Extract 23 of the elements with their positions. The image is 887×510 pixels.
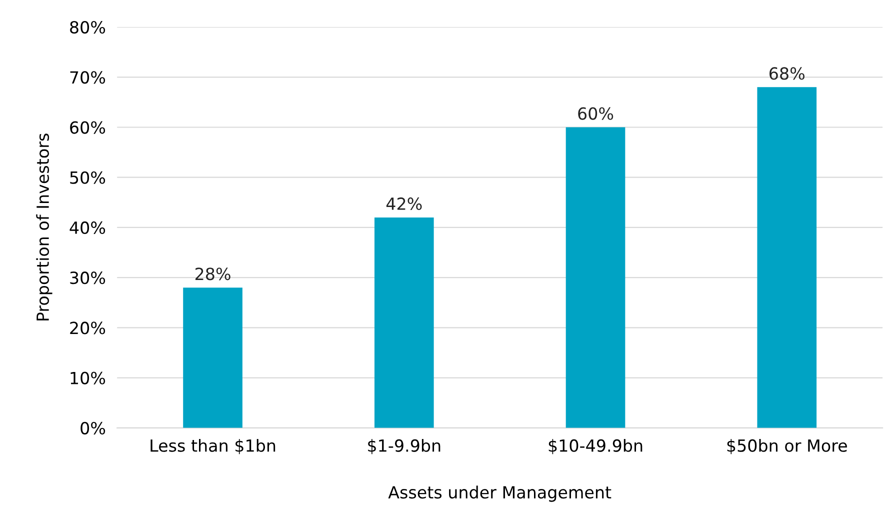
x-tick-label: $10-49.9bn: [548, 439, 642, 454]
y-axis-title: Proportion of Investors: [36, 134, 52, 320]
y-tick-label: 70%: [70, 71, 106, 84]
y-tick-label: 50%: [70, 171, 106, 184]
bar: [757, 87, 817, 428]
y-tick-label: 10%: [70, 372, 106, 384]
x-tick-label: Less than $1bn: [150, 439, 276, 454]
y-tick-label: 30%: [70, 272, 106, 284]
x-tick-label: $1-9.9bn: [368, 439, 440, 454]
bar: [374, 217, 434, 428]
y-tick-label: 80%: [70, 20, 106, 34]
data-label: 28%: [195, 268, 230, 280]
y-tick-label: 40%: [70, 221, 106, 234]
y-tick-label: 20%: [70, 322, 106, 334]
x-tick-label: $50bn or More: [727, 439, 847, 454]
data-label: 68%: [770, 67, 804, 80]
bar: [183, 288, 242, 428]
x-axis-title: Assets under Management: [388, 486, 612, 502]
y-tick-label: 60%: [70, 121, 106, 134]
bar: [566, 127, 626, 428]
data-label: 60%: [578, 107, 614, 120]
y-tick-label: 0%: [80, 422, 106, 434]
data-label: 42%: [386, 197, 422, 210]
